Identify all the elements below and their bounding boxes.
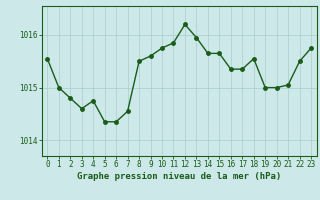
X-axis label: Graphe pression niveau de la mer (hPa): Graphe pression niveau de la mer (hPa) — [77, 172, 281, 181]
